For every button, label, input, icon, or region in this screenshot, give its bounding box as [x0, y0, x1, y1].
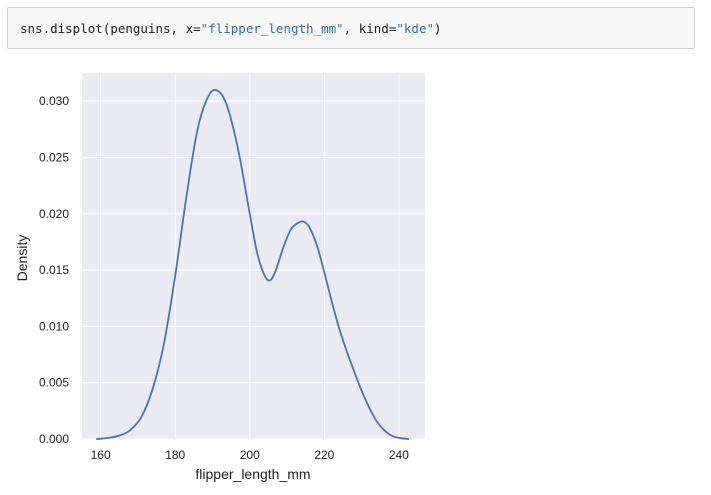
code-arg-kind-value: "kde" — [396, 21, 435, 36]
x-tick-label: 160 — [91, 448, 111, 462]
x-tick-label: 180 — [165, 448, 185, 462]
y-tick-label: 0.030 — [39, 94, 69, 108]
y-tick-label: 0.000 — [39, 432, 69, 446]
code-cell[interactable]: sns.displot(penguins, x="flipper_length_… — [7, 7, 695, 49]
code-arg-kind-key: kind — [358, 21, 389, 36]
code-arg-x-key: x — [185, 21, 194, 36]
code-arg-data: penguins — [110, 21, 171, 36]
y-tick-label: 0.020 — [39, 207, 69, 221]
y-axis-label: Density — [14, 235, 30, 282]
grid — [82, 73, 425, 440]
y-tick-label: 0.010 — [39, 319, 69, 333]
x-tick-label: 220 — [314, 448, 334, 462]
x-tick-label: 240 — [389, 448, 409, 462]
plot-area — [82, 73, 425, 439]
code-func: sns.displot — [20, 21, 103, 36]
y-tick-label: 0.015 — [39, 263, 69, 277]
code-line: sns.displot(penguins, x="flipper_length_… — [20, 21, 442, 36]
y-axis: 0.000 0.005 0.010 0.015 0.020 0.025 0.030 — [39, 94, 69, 446]
code-arg-x-value: "flipper_length_mm" — [200, 21, 344, 36]
y-tick-label: 0.025 — [39, 150, 69, 164]
y-tick-label: 0.005 — [39, 376, 69, 390]
x-tick-label: 200 — [240, 448, 260, 462]
x-axis: 160 180 200 220 240 — [91, 448, 410, 462]
kde-curve — [96, 89, 410, 440]
x-axis-label: flipper_length_mm — [195, 466, 310, 482]
